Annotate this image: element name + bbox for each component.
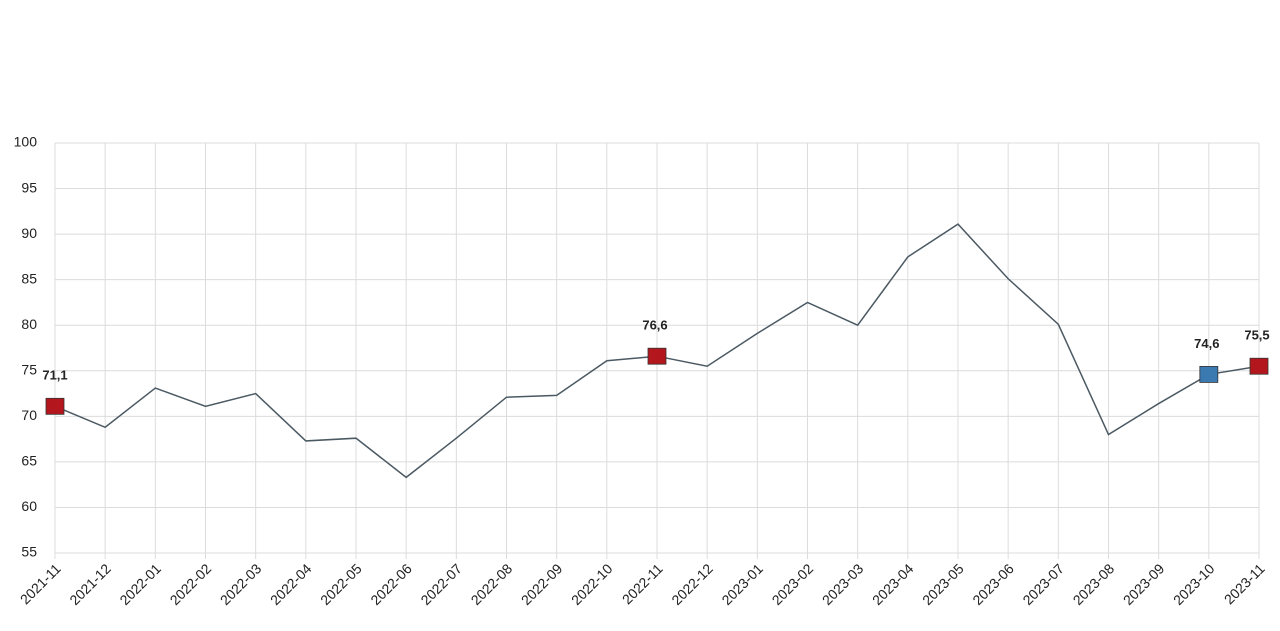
y-tick-label: 60 xyxy=(21,498,37,514)
x-tick-label: 2023-02 xyxy=(769,560,817,608)
x-tick-label: 2022-10 xyxy=(568,560,616,608)
y-tick-label: 75 xyxy=(21,361,37,377)
x-tick-label: 2022-06 xyxy=(367,560,415,608)
data-label: 76,6 xyxy=(642,318,667,333)
x-tick-label: 2022-12 xyxy=(668,560,716,608)
marker xyxy=(1199,366,1219,383)
y-tick-label: 80 xyxy=(21,316,37,332)
x-tick-label: 2023-08 xyxy=(1070,560,1118,608)
data-label: 71,1 xyxy=(42,368,67,383)
y-tick-label: 95 xyxy=(21,179,37,195)
y-tick-label: 100 xyxy=(14,134,38,150)
x-tick-label: 2022-09 xyxy=(518,560,566,608)
marker xyxy=(647,347,667,365)
x-tick-label: 2023-05 xyxy=(919,560,967,608)
x-tick-label: 2023-07 xyxy=(1019,560,1067,608)
x-tick-label: 2023-10 xyxy=(1170,560,1218,608)
x-tick-label: 2021-11 xyxy=(17,560,64,607)
y-tick-label: 90 xyxy=(21,225,37,241)
y-tick-label: 70 xyxy=(21,407,37,423)
x-tick-label: 2023-04 xyxy=(869,560,917,608)
x-tick-label: 2023-11 xyxy=(1221,560,1268,607)
marker xyxy=(45,397,65,415)
x-tick-label: 2022-07 xyxy=(417,560,465,608)
x-tick-label: 2022-01 xyxy=(116,560,164,608)
y-tick-label: 55 xyxy=(21,544,37,560)
data-label: 74,6 xyxy=(1194,336,1219,351)
x-tick-label: 2022-08 xyxy=(468,560,516,608)
x-tick-label: 2022-03 xyxy=(217,560,265,608)
data-label: 75,5 xyxy=(1244,328,1269,343)
x-tick-label: 2022-05 xyxy=(317,560,365,608)
x-tick-label: 2022-11 xyxy=(619,560,666,607)
x-tick-label: 2023-09 xyxy=(1120,560,1168,608)
y-tick-label: 65 xyxy=(21,453,37,469)
x-tick-label: 2022-02 xyxy=(167,560,215,608)
x-tick-label: 2023-06 xyxy=(969,560,1017,608)
marker xyxy=(1249,357,1269,375)
x-tick-label: 2023-03 xyxy=(819,560,867,608)
x-tick-label: 2022-04 xyxy=(267,560,315,608)
x-tick-label: 2021-12 xyxy=(66,560,114,608)
x-tick-label: 2023-01 xyxy=(718,560,766,608)
y-tick-label: 85 xyxy=(21,270,37,286)
